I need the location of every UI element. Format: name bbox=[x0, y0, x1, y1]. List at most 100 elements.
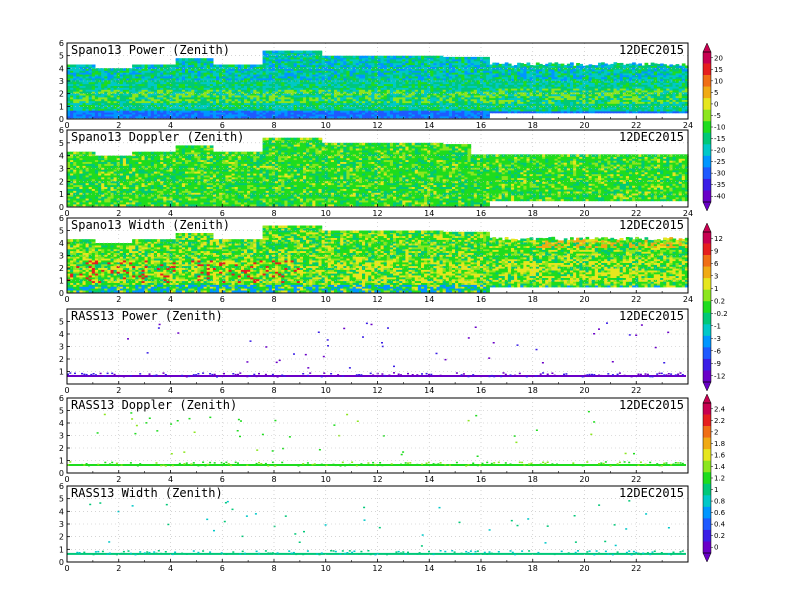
colorbar-label: 10 bbox=[714, 77, 723, 85]
x-tick-label: 20 bbox=[579, 295, 589, 304]
y-tick-label: 2 bbox=[59, 90, 64, 99]
x-tick-label: 2 bbox=[116, 209, 121, 218]
y-tick-label: 5 bbox=[59, 407, 64, 416]
panel-date: 12DEC2015 bbox=[619, 398, 684, 412]
y-tick-label: 0 bbox=[59, 203, 64, 212]
x-tick-label: 22 bbox=[631, 295, 641, 304]
x-tick-label: 14 bbox=[424, 121, 434, 130]
y-tick-label: 4 bbox=[59, 330, 64, 339]
y-tick-label: 6 bbox=[59, 126, 64, 135]
x-tick-label: 14 bbox=[424, 386, 434, 395]
x-tick-label: 18 bbox=[528, 475, 538, 484]
colorbar-label: -12 bbox=[714, 372, 725, 380]
y-tick-label: 2 bbox=[59, 264, 64, 273]
x-tick-label: 10 bbox=[321, 121, 331, 130]
colorbar-label: 1.4 bbox=[714, 463, 726, 471]
colorbar-3: 2.4 2.2 2 1.8 1.6 1.4 1.2 1 0.8 0.6 0.4 0.2 0 bbox=[702, 393, 726, 563]
colorbar-label: 5 bbox=[714, 89, 718, 97]
y-tick-label: 6 bbox=[59, 394, 64, 403]
x-tick-label: 4 bbox=[168, 209, 173, 218]
colorbar-label: 0 bbox=[714, 544, 718, 552]
y-tick-label: 4 bbox=[59, 507, 64, 516]
x-tick-label: 4 bbox=[168, 295, 173, 304]
x-tick-label: 10 bbox=[321, 386, 331, 395]
panel-title: Spano13 Doppler (Zenith) bbox=[71, 130, 244, 144]
x-tick-label: 18 bbox=[528, 209, 538, 218]
x-tick-label: 22 bbox=[631, 475, 641, 484]
x-tick-label: 4 bbox=[168, 386, 173, 395]
x-tick-label: 20 bbox=[579, 564, 589, 573]
x-tick-label: 14 bbox=[424, 209, 434, 218]
y-tick-label: 1 bbox=[59, 368, 64, 377]
x-tick-label: 0 bbox=[64, 209, 69, 218]
colorbar-label: -0.2 bbox=[714, 310, 728, 318]
y-tick-label: 0 bbox=[59, 469, 64, 478]
x-tick-label: 10 bbox=[321, 564, 331, 573]
y-tick-label: 6 bbox=[59, 214, 64, 223]
heatmap-cells bbox=[67, 225, 689, 293]
x-tick-label: 6 bbox=[220, 564, 225, 573]
y-tick-label: 6 bbox=[59, 482, 64, 491]
y-tick-label: 3 bbox=[59, 520, 64, 529]
x-tick-label: 0 bbox=[64, 386, 69, 395]
colorbar-label: -1 bbox=[714, 322, 721, 330]
colorbar-label: -40 bbox=[714, 193, 725, 201]
colorbar-2: 12 9 6 3 1 0.2 -0.2 -1 -3 -6 -9 -12 bbox=[702, 222, 728, 392]
colorbar-label: -35 bbox=[714, 181, 725, 189]
colorbar-label: 12 bbox=[714, 235, 723, 243]
x-tick-label: 6 bbox=[220, 475, 225, 484]
y-tick-label: 5 bbox=[59, 139, 64, 148]
y-tick-label: 0 bbox=[59, 558, 64, 567]
x-tick-label: 22 bbox=[631, 564, 641, 573]
x-tick-label: 24 bbox=[683, 295, 693, 304]
x-tick-label: 20 bbox=[579, 386, 589, 395]
grid bbox=[67, 486, 688, 562]
x-tick-label: 10 bbox=[321, 209, 331, 218]
x-tick-label: 18 bbox=[528, 564, 538, 573]
y-tick-label: 2 bbox=[59, 533, 64, 542]
x-tick-label: 0 bbox=[64, 564, 69, 573]
y-tick-label: 2 bbox=[59, 444, 64, 453]
colorbar-label: 1.6 bbox=[714, 451, 726, 459]
colorbar-label: 3 bbox=[714, 272, 718, 280]
y-tick-label: 3 bbox=[59, 343, 64, 352]
y-tick-label: 1 bbox=[59, 545, 64, 554]
x-tick-label: 6 bbox=[220, 121, 225, 130]
x-tick-label: 16 bbox=[476, 209, 486, 218]
panel-date: 12DEC2015 bbox=[619, 486, 684, 500]
x-tick-label: 20 bbox=[579, 209, 589, 218]
x-tick-label: 18 bbox=[528, 386, 538, 395]
y-tick-label: 1 bbox=[59, 277, 64, 286]
colorbar-label: -15 bbox=[714, 135, 725, 143]
y-tick-label: 5 bbox=[59, 227, 64, 236]
colorbar-label: 0 bbox=[714, 100, 718, 108]
colorbar-label: -30 bbox=[714, 170, 725, 178]
x-tick-label: 16 bbox=[476, 475, 486, 484]
x-tick-label: 22 bbox=[631, 209, 641, 218]
x-tick-label: 8 bbox=[271, 564, 276, 573]
x-tick-label: 12 bbox=[372, 386, 382, 395]
colorbar-label: 15 bbox=[714, 66, 723, 74]
y-tick-label: 1 bbox=[59, 457, 64, 466]
x-tick-label: 14 bbox=[424, 295, 434, 304]
y-tick-label: 2 bbox=[59, 355, 64, 364]
colorbar-label: 1.8 bbox=[714, 440, 725, 448]
colorbar-label: 1 bbox=[714, 285, 718, 293]
panel-date: 12DEC2015 bbox=[619, 218, 684, 232]
y-tick-label: 4 bbox=[59, 152, 64, 161]
y-tick-label: 6 bbox=[59, 39, 64, 48]
grid bbox=[67, 218, 688, 293]
x-tick-label: 12 bbox=[372, 475, 382, 484]
y-tick-label: 4 bbox=[59, 239, 64, 248]
x-tick-label: 12 bbox=[372, 295, 382, 304]
panel-date: 12DEC2015 bbox=[619, 43, 684, 57]
x-tick-label: 22 bbox=[631, 386, 641, 395]
x-tick-label: 6 bbox=[220, 295, 225, 304]
x-tick-label: 16 bbox=[476, 386, 486, 395]
colorbar-label: -9 bbox=[714, 360, 721, 368]
colorbar-label: 0.4 bbox=[714, 521, 726, 529]
